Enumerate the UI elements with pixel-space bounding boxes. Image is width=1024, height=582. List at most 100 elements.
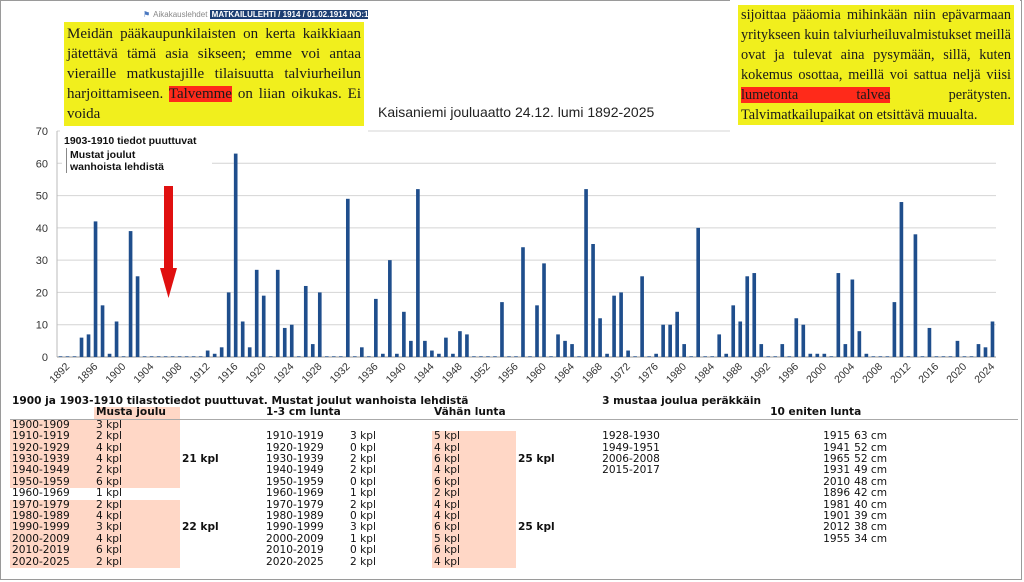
table-cell xyxy=(180,500,264,511)
clipping-right-text2: perätysten. Talvimatkailupaikat on etsit… xyxy=(741,87,1011,123)
bar xyxy=(261,295,266,357)
note-line-2: Mustat joulut xyxy=(70,149,136,161)
bar xyxy=(465,334,469,357)
table-cell: 1915 xyxy=(823,431,851,443)
table-cell: 52 cm xyxy=(854,442,888,454)
bar xyxy=(626,350,630,357)
bar xyxy=(374,298,378,357)
red-arrow xyxy=(160,186,177,298)
x-axis-ticks: 1892 1896 1900 1904 1908 1912 1916 1920 1924 1928… xyxy=(47,361,997,386)
x-tick-label: 1904 xyxy=(131,361,156,386)
table-row: 1980-1989 4 kpl 1980-1989 0 kpl 4 kpl 1901 39 … xyxy=(10,511,1018,523)
table-cell: 4 kpl xyxy=(432,556,516,569)
table-cell xyxy=(180,545,264,556)
x-tick-label: 1960 xyxy=(524,361,549,386)
bar xyxy=(114,321,119,357)
bar xyxy=(836,273,841,357)
table-cell xyxy=(180,477,264,488)
table-cell: 4 kpl xyxy=(94,442,180,455)
table-cell xyxy=(516,477,600,488)
table-cell: 4 kpl xyxy=(432,499,516,512)
bar xyxy=(934,356,939,357)
bar xyxy=(745,276,750,357)
bar xyxy=(948,356,953,357)
bar xyxy=(100,305,105,357)
table-cell xyxy=(516,545,600,556)
bar xyxy=(542,263,546,357)
bar xyxy=(395,353,399,357)
x-tick-label: 1984 xyxy=(692,361,717,386)
table-cell xyxy=(180,557,264,568)
x-tick-label: 1908 xyxy=(159,361,184,386)
table-cell: 1940-1949 xyxy=(266,465,324,477)
table-cell xyxy=(600,557,768,568)
bar xyxy=(381,353,385,357)
table-cell xyxy=(432,419,516,431)
table-cell: 3 kpl xyxy=(94,522,180,534)
bar xyxy=(205,350,210,357)
table-cell: 2020-2025 xyxy=(266,556,324,568)
bar xyxy=(275,269,280,357)
bar xyxy=(402,311,406,357)
bar xyxy=(409,340,413,357)
table-cell: 1949-1951 xyxy=(602,442,660,454)
table-cell: 0 kpl xyxy=(350,442,376,454)
table-cell: 3 kpl xyxy=(350,522,376,534)
table-cell: 2012 xyxy=(823,522,851,534)
x-tick-label: 2016 xyxy=(916,361,941,386)
bar xyxy=(521,247,525,357)
table-cell: 22 kpl xyxy=(182,522,219,534)
bar xyxy=(878,356,883,357)
table-cell xyxy=(516,443,600,454)
table-cell xyxy=(516,488,600,499)
bar xyxy=(331,356,336,357)
note-divider xyxy=(66,148,67,173)
x-tick-label: 1944 xyxy=(412,361,437,386)
clipping-left-text: Meidän pääkaupunkilaisten on kerta kaikk… xyxy=(64,22,364,126)
table-cell: 1960-1969 xyxy=(266,488,324,500)
table-cell xyxy=(600,511,768,522)
chart-title: Kaisaniemi jouluaatto 24.12. lumi 1892-2… xyxy=(378,104,655,120)
x-tick-label: 2024 xyxy=(972,361,997,386)
table-cell: 2 kpl xyxy=(350,465,376,477)
bar xyxy=(149,356,154,357)
table-cell: 2020-2025 xyxy=(10,556,94,569)
bar xyxy=(437,353,441,357)
bar xyxy=(689,356,693,357)
bar xyxy=(661,324,665,357)
table-cell: 5 kpl xyxy=(432,431,516,443)
table-cell: 2 kpl xyxy=(350,454,376,466)
table-row: 2010-2019 6 kpl 2010-2019 0 kpl 6 kpl xyxy=(10,545,1018,557)
col-vahan-lunta: Vähän lunta xyxy=(432,407,516,420)
table-cell: 4 kpl xyxy=(94,511,180,523)
table-cell xyxy=(516,431,600,442)
bar xyxy=(682,344,686,357)
note-line-3: wanhoista lehdistä xyxy=(70,161,164,173)
bar xyxy=(317,292,322,357)
table-cell: 5 kpl xyxy=(432,533,516,546)
table-cell: 25 kpl xyxy=(518,454,555,466)
table-cell xyxy=(180,419,264,431)
newspaper-clipping-right: sijoittaa pääomia mihinkään niin epävarm… xyxy=(730,0,1020,143)
table-cell: 2015-2017 xyxy=(602,465,660,477)
bar xyxy=(156,356,161,357)
table-cell: 2000-2009 xyxy=(10,533,94,546)
table-cell: 1950-1959 xyxy=(10,476,94,489)
table-cell: 1940-1949 xyxy=(10,465,94,477)
table-row: 1950-1959 6 kpl 1950-1959 0 kpl 6 kpl 2010 48 … xyxy=(10,476,1018,489)
bar xyxy=(591,244,595,357)
bar xyxy=(990,321,995,357)
bar xyxy=(121,356,126,357)
clipping-left-highlight: Talvemme xyxy=(168,86,232,102)
table-cell: 6 kpl xyxy=(432,545,516,557)
x-tick-label: 1972 xyxy=(608,361,633,386)
table-cell: 4 kpl xyxy=(94,454,180,466)
x-tick-label: 1920 xyxy=(244,361,269,386)
table-row: 1990-1999 3 kpl 22 kpl 1990-1999 3 kpl 6 kpl 2… xyxy=(10,522,1018,534)
bar xyxy=(668,324,672,357)
table-cell: 1990-1999 xyxy=(266,522,324,534)
table-cell xyxy=(516,465,600,476)
table-cell: 25 kpl xyxy=(518,522,555,534)
table-row: 1920-1929 4 kpl 1920-1929 0 kpl 4 kpl 1949-19… xyxy=(10,442,1018,455)
y-tick-label: 20 xyxy=(36,287,48,299)
